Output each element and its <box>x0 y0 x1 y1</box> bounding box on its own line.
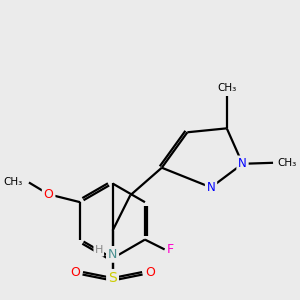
Text: CH₃: CH₃ <box>217 83 236 93</box>
Text: CH₃: CH₃ <box>277 158 296 168</box>
Text: N: N <box>238 157 247 170</box>
Text: CH₃: CH₃ <box>4 178 23 188</box>
Text: H: H <box>94 245 103 255</box>
Text: O: O <box>44 188 54 201</box>
Text: O: O <box>70 266 80 279</box>
Text: O: O <box>145 266 155 279</box>
Text: F: F <box>167 243 174 256</box>
Text: S: S <box>108 271 117 285</box>
Text: N: N <box>207 181 215 194</box>
Text: N: N <box>108 248 117 261</box>
